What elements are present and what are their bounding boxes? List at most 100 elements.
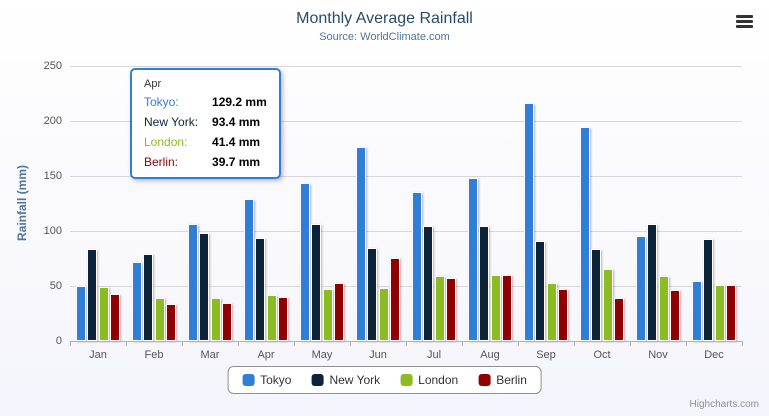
bar-london-jan[interactable] <box>98 287 109 341</box>
y-axis-tick-label: 50 <box>49 280 62 292</box>
bar-tokyo-mar[interactable] <box>187 223 198 341</box>
legend-item-new-york[interactable]: New York <box>311 373 380 387</box>
bar-tokyo-aug[interactable] <box>467 177 478 341</box>
x-axis-tick <box>238 341 239 346</box>
bar-new-york-jun[interactable] <box>367 248 378 341</box>
bar-tokyo-nov[interactable] <box>635 235 646 341</box>
bar-london-nov[interactable] <box>658 275 669 341</box>
tooltip-series-name: New York: <box>144 115 199 129</box>
legend-item-berlin[interactable]: Berlin <box>478 373 527 387</box>
legend-swatch-tokyo <box>242 374 255 386</box>
bar-tokyo-jan[interactable] <box>75 286 86 341</box>
x-axis-tick <box>406 341 407 346</box>
tooltip-category: Apr <box>144 78 162 90</box>
x-axis-category-label: Dec <box>704 349 724 361</box>
x-axis-category-label: Apr <box>257 349 275 361</box>
y-gridline <box>70 286 742 287</box>
bar-berlin-apr[interactable] <box>278 297 289 341</box>
legend-item-tokyo[interactable]: Tokyo <box>242 373 291 387</box>
legend-item-london[interactable]: London <box>400 373 458 387</box>
bar-new-york-mar[interactable] <box>199 232 210 341</box>
x-axis-tick <box>350 341 351 346</box>
tooltip-series-value: 93.4 mm <box>212 115 261 129</box>
x-axis-category-label: Jan <box>89 349 107 361</box>
bar-berlin-nov[interactable] <box>670 289 681 341</box>
x-axis-tick <box>518 341 519 346</box>
bar-berlin-dec[interactable] <box>726 284 737 341</box>
bar-berlin-sep[interactable] <box>558 288 569 341</box>
legend-swatch-berlin <box>478 374 491 386</box>
x-axis-category-label: Jul <box>426 349 442 361</box>
bar-new-york-feb[interactable] <box>143 254 154 341</box>
bar-berlin-may[interactable] <box>334 283 345 341</box>
bar-london-apr[interactable] <box>266 295 277 341</box>
bar-london-oct[interactable] <box>602 269 613 341</box>
hamburger-menu-icon[interactable] <box>736 15 753 30</box>
x-axis-category-label: Oct <box>593 349 611 361</box>
bar-tokyo-feb[interactable] <box>131 262 142 341</box>
bar-tokyo-dec[interactable] <box>691 281 702 341</box>
bar-new-york-sep[interactable] <box>535 240 546 341</box>
bar-berlin-jul[interactable] <box>446 277 457 341</box>
x-axis-tick <box>462 341 463 346</box>
legend-swatch-london <box>400 374 413 386</box>
bar-tokyo-apr[interactable] <box>243 198 254 341</box>
bar-london-jul[interactable] <box>434 276 445 341</box>
x-axis-tick <box>294 341 295 346</box>
x-axis-tick <box>686 341 687 346</box>
legend-label: New York <box>329 373 381 387</box>
y-axis-tick-label: 100 <box>43 225 62 237</box>
bar-london-sep[interactable] <box>546 283 557 341</box>
bar-london-aug[interactable] <box>490 275 501 341</box>
tooltip-series-value: 41.4 mm <box>212 135 261 149</box>
y-axis-tick-label: 200 <box>43 115 62 127</box>
legend: Tokyo New York London Berlin <box>227 366 542 394</box>
legend-label: London <box>418 373 459 387</box>
bar-london-jun[interactable] <box>378 287 389 341</box>
bar-london-may[interactable] <box>322 289 333 341</box>
bar-berlin-aug[interactable] <box>502 274 513 341</box>
bar-new-york-jan[interactable] <box>87 249 98 341</box>
y-gridline <box>70 176 742 177</box>
bar-london-mar[interactable] <box>210 297 221 341</box>
x-axis-category-label: Nov <box>648 349 668 361</box>
credits-link[interactable]: Highcharts.com <box>689 399 759 410</box>
bar-new-york-jul[interactable] <box>423 225 434 341</box>
y-axis-title: Rainfall (mm) <box>15 165 29 242</box>
x-axis-category-label: Feb <box>144 349 164 361</box>
menu-icon-bar <box>736 25 753 28</box>
y-axis-tick-label: 250 <box>43 60 62 72</box>
bar-berlin-jan[interactable] <box>110 294 121 341</box>
bar-berlin-oct[interactable] <box>614 297 625 341</box>
bar-new-york-dec[interactable] <box>703 239 714 341</box>
x-axis-category-label: Aug <box>480 349 500 361</box>
bar-london-feb[interactable] <box>154 298 165 341</box>
menu-icon-bar <box>736 20 753 23</box>
y-gridline <box>70 121 742 122</box>
y-axis-tick-label: 0 <box>55 335 62 347</box>
tooltip-series-name: Tokyo: <box>144 95 179 109</box>
chart-title: Monthly Average Rainfall <box>296 10 473 27</box>
bar-new-york-aug[interactable] <box>479 226 490 341</box>
x-axis-tick <box>126 341 127 346</box>
bar-tokyo-jun[interactable] <box>355 147 366 341</box>
chart-subtitle: Source: WorldClimate.com <box>319 31 450 43</box>
bar-berlin-mar[interactable] <box>222 303 233 341</box>
bar-tokyo-jul[interactable] <box>411 191 422 341</box>
tooltip-series-name: Berlin: <box>144 155 179 169</box>
x-axis-category-label: Jun <box>369 349 387 361</box>
y-gridline <box>70 231 742 232</box>
bar-tokyo-sep[interactable] <box>523 102 534 341</box>
bar-tokyo-may[interactable] <box>299 182 310 341</box>
x-axis-tick <box>630 341 631 346</box>
bar-london-dec[interactable] <box>714 284 725 341</box>
bar-new-york-may[interactable] <box>311 224 322 341</box>
bar-berlin-jun[interactable] <box>390 257 401 341</box>
bar-new-york-apr[interactable] <box>255 238 266 341</box>
tooltip-series-name: London: <box>144 135 188 149</box>
bar-berlin-feb[interactable] <box>166 304 177 341</box>
bar-tokyo-oct[interactable] <box>579 127 590 341</box>
bar-new-york-nov[interactable] <box>647 223 658 341</box>
bar-new-york-oct[interactable] <box>591 249 602 341</box>
